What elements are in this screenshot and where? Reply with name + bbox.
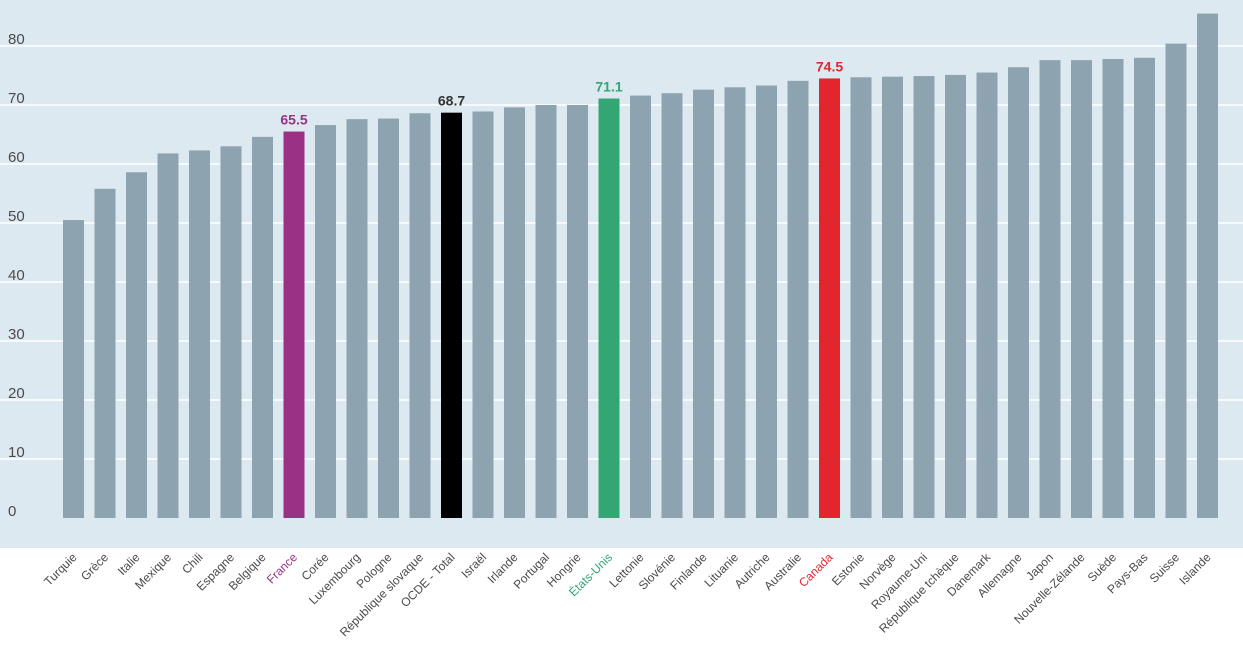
x-tick-label-chili: Chili: [179, 550, 205, 576]
bar-japon: [1039, 60, 1061, 518]
bar-norvege: [882, 76, 903, 519]
bar-pays-bas: [1134, 57, 1155, 519]
data-label-ocde-total: 68.7: [438, 93, 465, 109]
y-tick-label-40: 40: [8, 267, 25, 284]
bar-danemark: [976, 72, 998, 519]
bar-mexique: [157, 153, 179, 518]
y-tick-label-10: 10: [8, 444, 25, 461]
bar-grece: [94, 188, 116, 518]
bar-slovenie: [661, 93, 683, 518]
x-tick-label-france: France: [264, 550, 301, 587]
y-tick-label-60: 60: [8, 149, 25, 166]
y-tick-label-30: 30: [8, 326, 25, 343]
y-tick-label-80: 80: [8, 31, 25, 48]
bar-australie: [787, 80, 809, 518]
bar-coree: [315, 125, 336, 518]
bar-islande: [1197, 13, 1218, 519]
bar-estonie: [850, 77, 872, 519]
bar-portugal: [535, 105, 557, 518]
bar-lituanie: [724, 87, 746, 519]
bar-royaume-uni: [913, 76, 935, 518]
data-label-france: 65.5: [280, 112, 307, 128]
x-tick-label-suisse: Suisse: [1147, 550, 1183, 586]
x-tick-label-grece: Grèce: [78, 550, 111, 583]
bar-canada: [819, 78, 840, 518]
bar-ocde-total: [441, 112, 462, 519]
x-tick-label-italie: Italie: [115, 550, 143, 578]
bar-italie: [126, 172, 147, 518]
bar-pologne: [378, 118, 399, 518]
data-label-etats-unis: 71.1: [595, 79, 622, 95]
bar-turquie: [63, 220, 84, 519]
bar-chili: [189, 150, 210, 518]
bar-finlande: [693, 89, 714, 518]
bar-nouvelle-zelande: [1071, 60, 1092, 518]
bar-israel: [472, 111, 494, 519]
bar-hongrie: [567, 105, 588, 518]
bar-etats-unis: [598, 98, 620, 518]
bar-suede: [1102, 58, 1124, 518]
bar-suisse: [1165, 43, 1187, 518]
bar-autriche: [756, 85, 777, 518]
y-tick-label-20: 20: [8, 385, 25, 402]
bar-france: [283, 131, 305, 519]
bar-espagne: [220, 146, 242, 519]
bar-lettonie: [630, 95, 651, 518]
y-tick-label-50: 50: [8, 208, 25, 225]
y-tick-label-0: 0: [8, 503, 16, 520]
bar-allemagne: [1008, 67, 1029, 519]
bar-irlande: [504, 107, 525, 519]
bar-republique-tcheque: [945, 74, 966, 518]
bar-republique-slovaque: [409, 113, 431, 518]
x-tick-label-canada: Canada: [796, 550, 836, 590]
data-label-canada: 74.5: [816, 58, 843, 74]
x-tick-label-turquie: Turquie: [41, 550, 80, 589]
bar-belgique: [252, 136, 273, 519]
bar-luxembourg: [346, 119, 368, 518]
y-tick-label-70: 70: [8, 90, 25, 107]
x-tick-label-islande: Islande: [1176, 550, 1213, 587]
